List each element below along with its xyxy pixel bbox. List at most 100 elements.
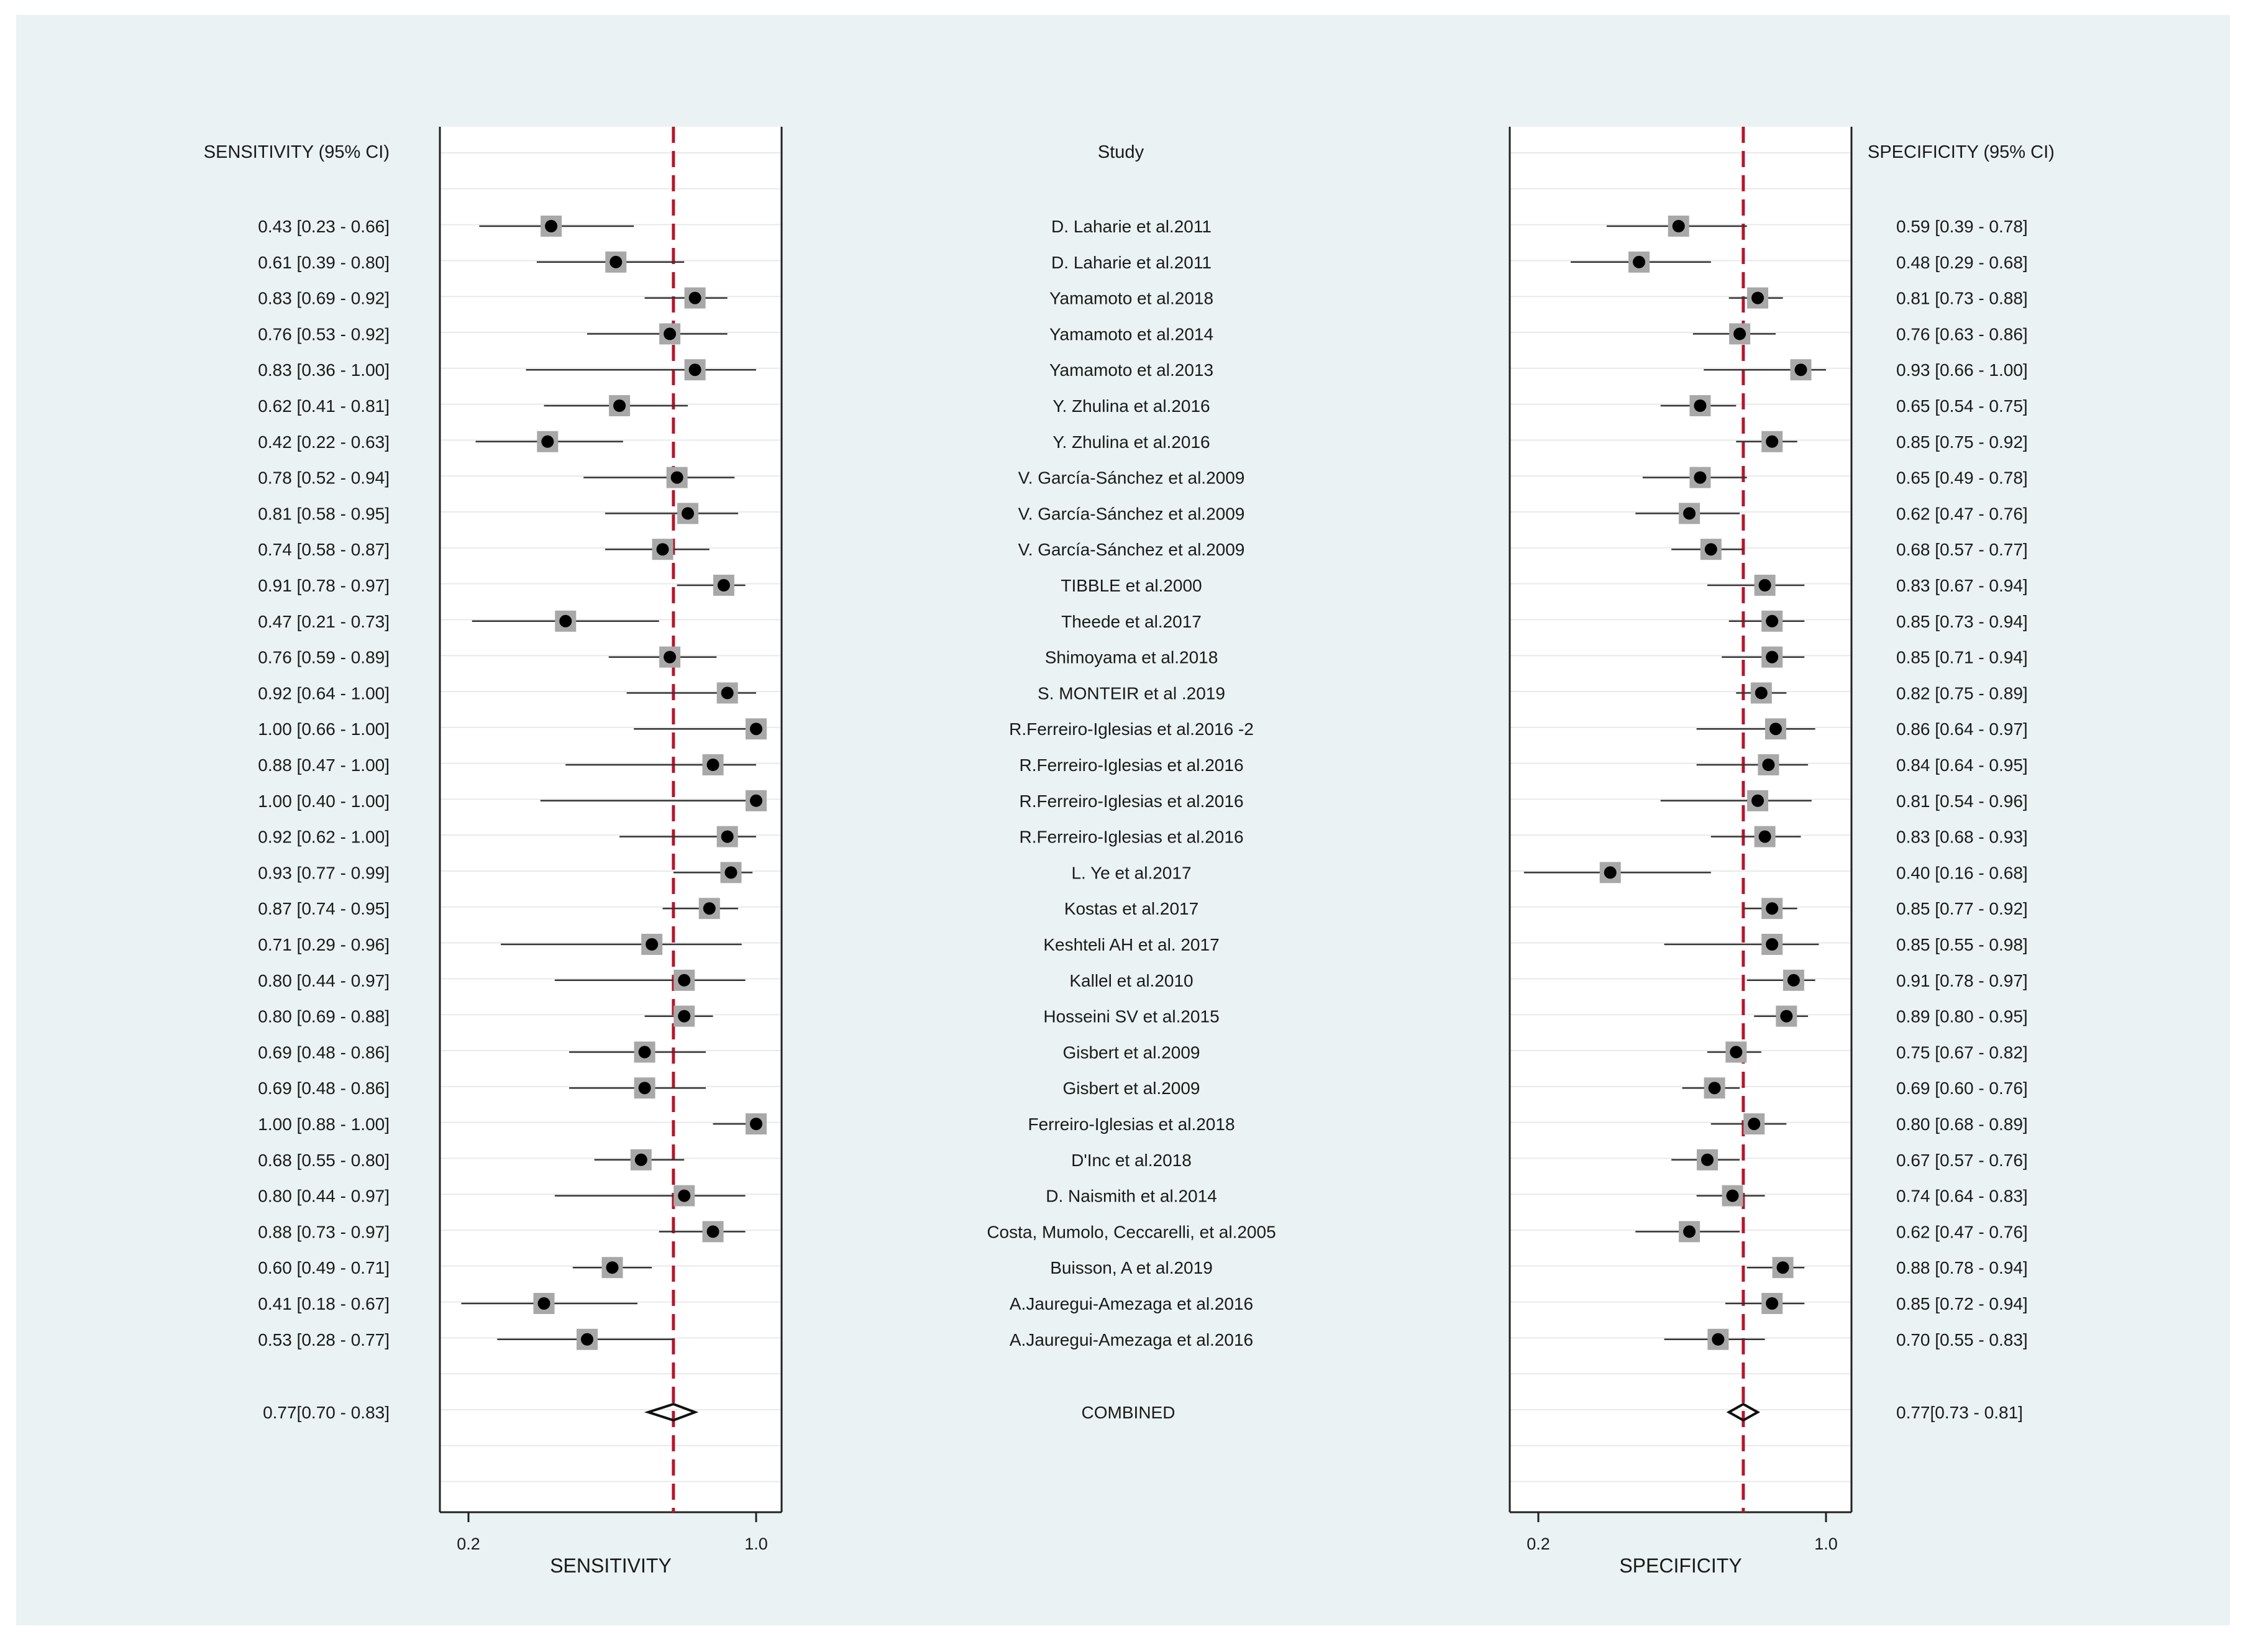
study-name: Keshteli AH et al. 2017 — [1043, 935, 1219, 954]
spec-ci-text: 0.82 [0.75 - 0.89] — [1896, 683, 2028, 703]
spec-ci-text: 0.68 [0.57 - 0.77] — [1896, 540, 2028, 559]
sens-point — [678, 1010, 691, 1023]
spec-ci-text: 0.65 [0.54 - 0.75] — [1896, 396, 2028, 416]
sens-point — [678, 974, 691, 987]
spec-ci-text: 0.89 [0.80 - 0.95] — [1896, 1007, 2028, 1026]
sens-ci-text: 0.76 [0.53 - 0.92] — [258, 324, 390, 344]
study-name: D. Laharie et al.2011 — [1051, 253, 1212, 272]
study-name: Hosseini SV et al.2015 — [1043, 1007, 1219, 1026]
study-name: Buisson, A et al.2019 — [1050, 1258, 1213, 1277]
spec-ci-text: 0.85 [0.77 - 0.92] — [1896, 899, 2028, 918]
sens-point — [688, 291, 701, 304]
sensitivity-panel: 0.2 1.0 SENSITIVITY — [439, 127, 783, 1577]
forest-plot: SENSITIVITY (95% CI) Study SPECIFICITY (… — [204, 127, 2055, 1577]
study-name: Gisbert et al.2009 — [1062, 1043, 1200, 1062]
sens-combined-text: 0.77[0.70 - 0.83] — [263, 1403, 390, 1422]
spec-point — [1776, 1261, 1789, 1274]
spec-combined-text: 0.77[0.73 - 0.81] — [1896, 1403, 2023, 1422]
spec-point — [1766, 614, 1779, 627]
spec-point — [1769, 723, 1782, 736]
sens-ci-text: 0.92 [0.62 - 1.00] — [258, 828, 390, 847]
sensitivity-header: SENSITIVITY (95% CI) — [204, 142, 390, 162]
spec-point — [1766, 1297, 1779, 1310]
spec-ci-text: 0.83 [0.68 - 0.93] — [1896, 828, 2028, 847]
spec-point — [1694, 399, 1707, 412]
study-name: Kostas et al.2017 — [1064, 899, 1198, 918]
sens-ci-text: 0.74 [0.58 - 0.87] — [258, 540, 390, 559]
specificity-header: SPECIFICITY (95% CI) — [1868, 142, 2055, 162]
spec-ci-text: 0.84 [0.64 - 0.95] — [1896, 755, 2028, 775]
spec-ci-text: 0.76 [0.63 - 0.86] — [1896, 324, 2028, 344]
spec-ci-text: 0.69 [0.60 - 0.76] — [1896, 1079, 2028, 1098]
spec-point — [1633, 255, 1646, 268]
sens-combined-diamond — [644, 1402, 699, 1422]
spec-point — [1604, 866, 1617, 879]
spec-point — [1766, 650, 1779, 664]
sens-point — [724, 866, 737, 879]
sens-ci-text: 0.68 [0.55 - 0.80] — [258, 1151, 390, 1170]
spec-ci-text: 0.83 [0.67 - 0.94] — [1896, 576, 2028, 595]
sensitivity-tick-label: 1.0 — [744, 1535, 768, 1553]
spec-ci-text: 0.86 [0.64 - 0.97] — [1896, 719, 2028, 739]
specificity-panel: 0.2 1.0 SPECIFICITY — [1509, 127, 1853, 1577]
sens-point — [609, 255, 623, 268]
sens-ci-text: 0.78 [0.52 - 0.94] — [258, 468, 390, 488]
sens-point — [721, 687, 734, 700]
spec-point — [1751, 291, 1764, 304]
spec-ci-text: 0.40 [0.16 - 0.68] — [1896, 863, 2028, 882]
spec-ci-text: 0.62 [0.47 - 0.76] — [1896, 504, 2028, 523]
study-name: TIBBLE et al.2000 — [1061, 576, 1202, 595]
study-name: Ferreiro-Iglesias et al.2018 — [1028, 1115, 1235, 1134]
spec-point — [1748, 1118, 1761, 1130]
sens-ci-text: 0.42 [0.22 - 0.63] — [258, 432, 390, 452]
sens-point — [750, 1118, 762, 1130]
specificity-axis-label: SPECIFICITY — [1619, 1554, 1742, 1577]
sens-point — [678, 1189, 691, 1202]
spec-point — [1794, 363, 1807, 376]
spec-point — [1751, 794, 1764, 807]
sens-ci-text: 0.83 [0.36 - 1.00] — [258, 360, 390, 380]
spec-ci-text: 0.91 [0.78 - 0.97] — [1896, 971, 2028, 990]
spec-point — [1766, 902, 1779, 915]
sens-ci-text: 0.69 [0.48 - 0.86] — [258, 1043, 390, 1062]
spec-point — [1787, 974, 1800, 987]
sens-ci-text: 0.92 [0.64 - 1.00] — [258, 683, 390, 703]
sens-point — [638, 1046, 651, 1059]
sens-ci-text: 1.00 [0.40 - 1.00] — [258, 792, 390, 811]
sens-ci-text: 0.80 [0.69 - 0.88] — [258, 1007, 390, 1026]
spec-ci-text: 0.62 [0.47 - 0.76] — [1896, 1222, 2028, 1241]
sens-ci-text: 0.69 [0.48 - 0.86] — [258, 1079, 390, 1098]
sens-point — [721, 830, 734, 843]
spec-point — [1762, 759, 1775, 771]
sens-point — [688, 363, 701, 376]
spec-point — [1733, 327, 1746, 340]
specificity-tick-label: 0.2 — [1527, 1535, 1550, 1553]
spec-point — [1683, 1225, 1696, 1238]
sens-ci-text: 0.43 [0.23 - 0.66] — [258, 217, 390, 236]
spec-point — [1672, 220, 1685, 232]
spec-point — [1726, 1189, 1739, 1202]
sens-ci-text: 0.47 [0.21 - 0.73] — [258, 612, 390, 631]
spec-point — [1758, 579, 1771, 591]
sens-ci-text: 1.00 [0.66 - 1.00] — [258, 719, 390, 739]
sens-point — [717, 579, 730, 591]
spec-point — [1694, 471, 1707, 484]
spec-ci-text: 0.85 [0.55 - 0.98] — [1896, 935, 2028, 954]
study-name: Y. Zhulina et al.2016 — [1052, 432, 1210, 452]
sens-ci-text: 0.76 [0.59 - 0.89] — [258, 648, 390, 667]
study-name: Costa, Mumolo, Ceccarelli, et al.2005 — [987, 1222, 1276, 1241]
study-name: A.Jauregui-Amezaga et al.2016 — [1010, 1330, 1253, 1349]
sens-point — [646, 938, 659, 951]
sens-point — [670, 471, 683, 484]
spec-ci-text: 0.88 [0.78 - 0.94] — [1896, 1258, 2028, 1277]
figure-background: SENSITIVITY (95% CI) Study SPECIFICITY (… — [16, 15, 2230, 1625]
sens-point — [638, 1082, 651, 1095]
sens-point — [606, 1261, 619, 1274]
spec-ci-text: 0.85 [0.71 - 0.94] — [1896, 648, 2028, 667]
spec-ci-text: 0.74 [0.64 - 0.83] — [1896, 1187, 2028, 1206]
sens-ci-text: 0.83 [0.69 - 0.92] — [258, 289, 390, 308]
sens-ci-text: 0.88 [0.73 - 0.97] — [258, 1222, 390, 1241]
spec-point — [1701, 1153, 1714, 1166]
study-name: R.Ferreiro-Iglesias et al.2016 — [1019, 828, 1243, 847]
sens-ci-text: 0.62 [0.41 - 0.81] — [258, 396, 390, 416]
